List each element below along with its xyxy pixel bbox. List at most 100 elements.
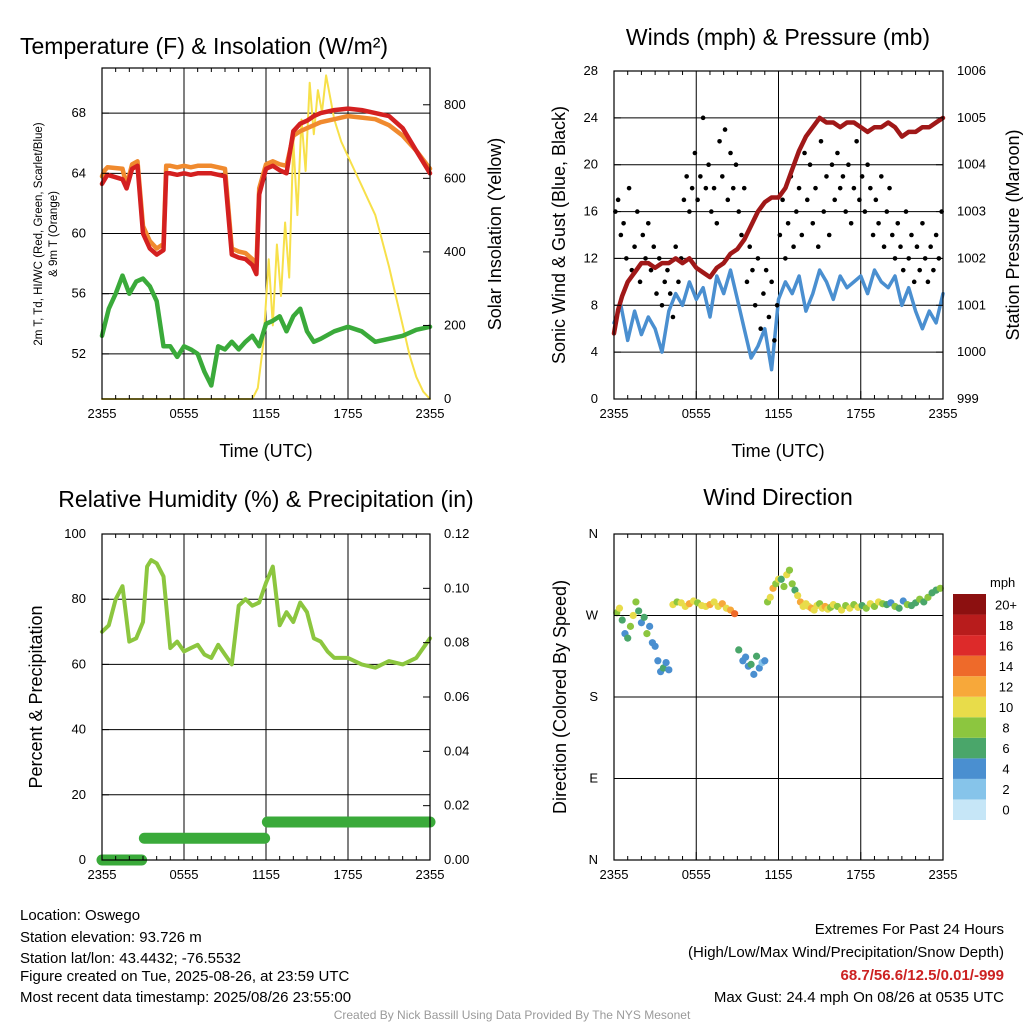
- speed-legend-label: 6: [1002, 741, 1009, 756]
- gust-point: [670, 314, 676, 320]
- max-gust: Max Gust: 24.4 mph On 08/26 at 0535 UTC: [714, 989, 1004, 1006]
- speed-legend-title: mph: [990, 575, 1015, 590]
- p2-y2tick-label: 1002: [957, 250, 986, 265]
- humidity-panel: Relative Humidity (%) & Precipitation (i…: [26, 486, 474, 882]
- p3-ytick-label: 100: [64, 526, 86, 541]
- gust-point: [884, 209, 890, 214]
- panel2-ylabel: Sonic Wind & Gust (Blue, Black): [549, 106, 569, 364]
- gust-point: [895, 220, 901, 226]
- direction-point: [640, 613, 648, 621]
- gust-point: [758, 326, 763, 332]
- direction-point: [731, 610, 739, 618]
- direction-point: [624, 634, 632, 642]
- gust-point: [911, 279, 917, 285]
- p1-ytick-label: 68: [72, 105, 86, 120]
- speed-legend-label: 10: [999, 700, 1013, 715]
- p2-y2tick-label: 1004: [957, 157, 986, 172]
- gust-point: [733, 162, 739, 168]
- speed-legend-swatch: [953, 799, 986, 820]
- gust-point: [766, 314, 772, 320]
- gust-point: [618, 232, 624, 238]
- p2-xtick-label: 2355: [600, 406, 629, 421]
- gust-point: [785, 220, 791, 226]
- p3-y2tick-label: 0.12: [444, 526, 469, 541]
- gust-point: [922, 256, 928, 261]
- gust-point: [933, 232, 939, 238]
- gust-point: [900, 267, 906, 273]
- speed-legend-label: 16: [999, 638, 1013, 653]
- p2-ytick-label: 20: [584, 157, 598, 172]
- gust-point: [889, 232, 895, 238]
- gust-point: [774, 302, 780, 308]
- gust-point: [870, 232, 876, 238]
- p2-ytick-label: 28: [584, 63, 598, 78]
- series-2m-t: [99, 106, 433, 277]
- gust-point: [689, 185, 695, 191]
- gust-point: [917, 267, 922, 273]
- gust-point: [769, 279, 774, 285]
- direction-point: [735, 646, 743, 654]
- gust-point: [755, 256, 761, 261]
- speed-legend-swatch: [953, 635, 986, 656]
- gust-point: [846, 162, 851, 168]
- p3-xtick-label: 0555: [170, 867, 199, 882]
- p4-ytick-label: N: [589, 852, 598, 867]
- p2-y2tick-label: 1003: [957, 204, 986, 219]
- panel4-title: Wind Direction: [703, 484, 853, 510]
- gust-point: [783, 256, 788, 261]
- gust-point: [892, 256, 898, 261]
- p3-y2tick-label: 0.08: [444, 635, 469, 650]
- temperature-panel: Temperature (F) & Insolation (W/m²) 2355…: [20, 33, 505, 461]
- p1-xtick-label: 1755: [334, 406, 363, 421]
- p2-xtick-label: 1155: [765, 406, 793, 421]
- p1-xtick-label: 2355: [416, 406, 445, 421]
- panel2-title: Winds (mph) & Pressure (mb): [626, 24, 930, 50]
- direction-point: [755, 664, 763, 672]
- p4-ytick-label: E: [589, 771, 598, 786]
- p1-y2tick-label: 400: [444, 244, 466, 259]
- p3-y2tick-label: 0.00: [444, 852, 469, 867]
- p2-ytick-label: 4: [591, 344, 598, 359]
- panel3-ylabel: Percent & Precipitation: [26, 605, 46, 788]
- p3-ytick-label: 20: [72, 787, 86, 802]
- panel1-y2label: Solar Insolation (Yellow): [485, 138, 505, 330]
- p2-y2tick-label: 1001: [957, 297, 986, 312]
- gust-point: [796, 185, 802, 191]
- speed-legend-swatch: [953, 758, 986, 779]
- direction-point: [615, 604, 624, 612]
- p1-xtick-label: 2355: [88, 406, 117, 421]
- panel1-xlabel: Time (UTC): [219, 441, 312, 461]
- gust-point: [637, 279, 643, 285]
- wind-direction-panel: Wind Direction 2355 0555 1155 1755 2355NESWN…: [550, 484, 1017, 882]
- gust-point: [717, 138, 722, 144]
- gust-point: [851, 185, 857, 191]
- p4-xtick-label: 2355: [600, 867, 629, 882]
- p3-y2tick-label: 0.06: [444, 689, 469, 704]
- series-solar-insolation: [101, 74, 431, 400]
- gust-point: [931, 267, 936, 273]
- gust-point: [848, 220, 854, 226]
- gust-point: [791, 244, 796, 250]
- gust-point: [881, 244, 887, 250]
- gust-point: [711, 185, 717, 191]
- p1-y2tick-label: 200: [444, 317, 466, 332]
- p1-ytick-label: 64: [72, 165, 86, 180]
- gust-point: [739, 232, 744, 238]
- gust-point: [859, 174, 865, 179]
- gust-point: [925, 279, 931, 285]
- gust-point: [832, 197, 838, 203]
- p4-xtick-label: 0555: [682, 867, 711, 882]
- gust-point: [909, 232, 914, 238]
- gust-point: [714, 220, 720, 226]
- p1-xtick-label: 1155: [252, 406, 280, 421]
- gust-point: [799, 232, 805, 238]
- gust-point: [752, 302, 758, 308]
- p3-xtick-label: 2355: [416, 867, 445, 882]
- p1-ytick-label: 60: [72, 226, 86, 241]
- footer: Location: Oswego Station elevation: 93.7…: [20, 907, 1004, 1022]
- speed-legend-label: 14: [999, 659, 1013, 674]
- gust-point: [928, 244, 933, 250]
- gust-point: [722, 127, 728, 132]
- gust-point: [835, 150, 840, 156]
- direction-point: [629, 611, 637, 620]
